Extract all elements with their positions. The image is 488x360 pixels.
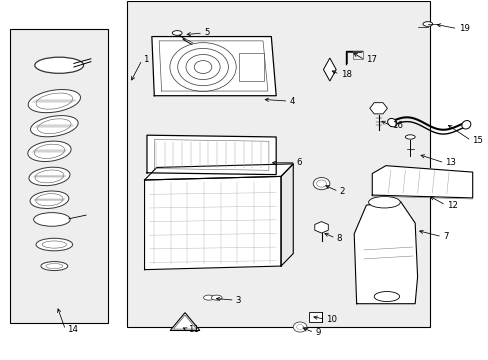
Text: 5: 5: [203, 28, 209, 37]
Ellipse shape: [203, 295, 214, 300]
Ellipse shape: [172, 31, 182, 35]
Ellipse shape: [28, 141, 71, 162]
Text: 8: 8: [336, 234, 342, 243]
Ellipse shape: [35, 57, 83, 73]
Text: 15: 15: [471, 136, 482, 145]
Text: 16: 16: [391, 121, 402, 130]
Polygon shape: [144, 164, 293, 180]
Bar: [238, 53, 264, 81]
Ellipse shape: [29, 167, 70, 186]
Polygon shape: [152, 37, 276, 96]
Text: 10: 10: [325, 315, 336, 324]
Polygon shape: [323, 58, 335, 81]
Ellipse shape: [405, 135, 414, 139]
Ellipse shape: [41, 262, 68, 271]
Polygon shape: [281, 164, 293, 266]
Text: 18: 18: [340, 70, 351, 79]
Ellipse shape: [387, 118, 396, 127]
Text: 9: 9: [315, 328, 320, 337]
Polygon shape: [144, 176, 281, 270]
Ellipse shape: [30, 191, 69, 208]
Polygon shape: [353, 202, 417, 304]
Text: 11: 11: [188, 325, 199, 334]
Ellipse shape: [368, 197, 400, 208]
Ellipse shape: [211, 295, 222, 300]
Circle shape: [313, 177, 329, 190]
Text: 2: 2: [339, 187, 345, 196]
Text: 1: 1: [143, 55, 148, 64]
Text: 12: 12: [446, 201, 457, 210]
Text: 4: 4: [289, 96, 294, 105]
Bar: [309, 312, 322, 321]
Bar: [127, 1, 429, 327]
Ellipse shape: [34, 144, 64, 158]
Circle shape: [293, 322, 306, 332]
Ellipse shape: [30, 116, 78, 137]
Ellipse shape: [28, 90, 81, 113]
Text: 17: 17: [365, 55, 376, 64]
Text: 14: 14: [66, 325, 78, 334]
Ellipse shape: [36, 238, 73, 251]
Polygon shape: [147, 135, 276, 175]
Text: 13: 13: [445, 158, 455, 167]
Ellipse shape: [422, 22, 432, 26]
Polygon shape: [170, 313, 200, 330]
Ellipse shape: [46, 264, 63, 269]
Ellipse shape: [36, 93, 73, 109]
Ellipse shape: [38, 119, 71, 134]
Text: 3: 3: [235, 296, 241, 305]
Bar: [10, 30, 108, 323]
Text: 19: 19: [458, 24, 468, 33]
Text: 6: 6: [296, 158, 302, 167]
Ellipse shape: [35, 170, 64, 183]
Ellipse shape: [34, 213, 70, 226]
Bar: [352, 51, 363, 59]
Ellipse shape: [42, 241, 66, 248]
Ellipse shape: [36, 194, 63, 206]
Ellipse shape: [373, 292, 399, 302]
Text: 7: 7: [442, 232, 447, 241]
Polygon shape: [371, 166, 472, 198]
Ellipse shape: [461, 121, 470, 129]
